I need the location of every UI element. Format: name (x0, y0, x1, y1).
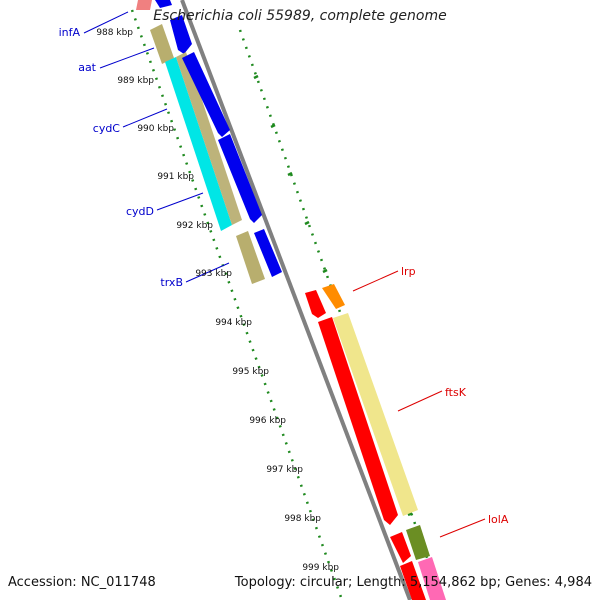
gene-bottom-red (400, 561, 426, 600)
gene-bottom-pink (418, 557, 446, 600)
gene-cydC (182, 52, 230, 137)
callout-lrp (352, 270, 399, 292)
genome-backbone (180, 0, 412, 600)
feature-cydC-outline (176, 52, 242, 225)
gene-block-lolA (390, 525, 446, 600)
scale-label: 990 kbp (137, 124, 174, 134)
right-tick (270, 123, 276, 129)
scale-label: 995 kbp (232, 367, 269, 377)
callout-cydC (122, 108, 168, 128)
feature-cydC (165, 57, 232, 231)
right-tick (287, 171, 293, 177)
scale-label: 991 kbp (157, 172, 194, 182)
gene-label-trxB: trxB (160, 276, 183, 289)
scale-label: 997 kbp (266, 465, 303, 475)
gene-labels: infA aat cydC cydD trxB lrp ftsK lolA (59, 26, 509, 526)
gene-trxB (254, 229, 282, 277)
gene-label-ftsK: ftsK (445, 386, 467, 399)
map-title: Escherichia coli 55989, complete genome (153, 8, 447, 24)
genome-summary-text: Topology: circular; Length: 5,154,862 bp… (234, 575, 592, 590)
callout-cydD (156, 192, 204, 211)
scale-label: 993 kbp (195, 269, 232, 279)
callout-trxB (185, 262, 230, 283)
gene-block-trxB (236, 229, 282, 284)
feature-ftsK (333, 313, 418, 516)
callout-aat (99, 47, 155, 69)
accession-text: Accession: NC_011748 (8, 575, 156, 590)
callout-infA (83, 11, 129, 34)
gene-label-aat: aat (78, 61, 96, 74)
gene-lolA (390, 532, 411, 563)
gene-block-cydC (165, 52, 242, 231)
gene-lrp-partner (322, 284, 345, 309)
gene-block-cydD (218, 134, 262, 223)
right-tick (253, 74, 259, 80)
gene-cydD (218, 134, 262, 223)
gene-label-lolA: lolA (488, 513, 509, 526)
scale-label: 994 kbp (215, 318, 252, 328)
feature-lolA (406, 525, 430, 560)
scale-label: 992 kbp (176, 221, 213, 231)
feature-trxB (236, 231, 265, 284)
gene-aat (170, 15, 192, 54)
scale-label: 989 kbp (117, 76, 154, 86)
right-tick (304, 220, 310, 226)
callout-lines (83, 11, 486, 538)
gene-block-lrp (305, 284, 345, 318)
scale-label: 998 kbp (284, 514, 321, 524)
callout-ftsK (397, 390, 443, 412)
gene-block-ftsK (318, 313, 418, 525)
scale-label: 988 kbp (96, 28, 133, 38)
right-tick (407, 511, 413, 517)
gene-infA (136, 0, 152, 10)
scale-label: 999 kbp (302, 563, 339, 573)
gene-lrp (305, 290, 326, 318)
feature-aat (150, 24, 174, 64)
callout-lolA (439, 518, 486, 538)
gene-label-cydD: cydD (126, 205, 154, 218)
scale-label: 996 kbp (249, 416, 286, 426)
right-tick-track (238, 29, 444, 600)
gene-block-aat (150, 0, 192, 64)
right-tick (322, 268, 328, 274)
gene-label-infA: infA (59, 26, 81, 39)
gene-top (155, 0, 172, 8)
gene-ftsK (318, 317, 398, 525)
scale-labels: 988 kbp 989 kbp 990 kbp 991 kbp 992 kbp … (96, 28, 339, 573)
gene-block-infA (136, 0, 152, 10)
gene-label-cydC: cydC (93, 122, 121, 135)
gene-label-lrp: lrp (401, 265, 416, 278)
